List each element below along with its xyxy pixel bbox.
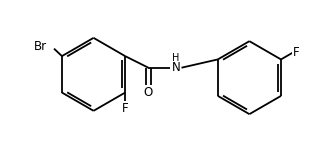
Text: H: H <box>171 53 179 63</box>
Text: N: N <box>171 61 180 74</box>
Text: O: O <box>144 86 153 99</box>
Text: F: F <box>293 46 300 59</box>
Text: F: F <box>122 102 129 115</box>
Text: Br: Br <box>34 40 47 54</box>
